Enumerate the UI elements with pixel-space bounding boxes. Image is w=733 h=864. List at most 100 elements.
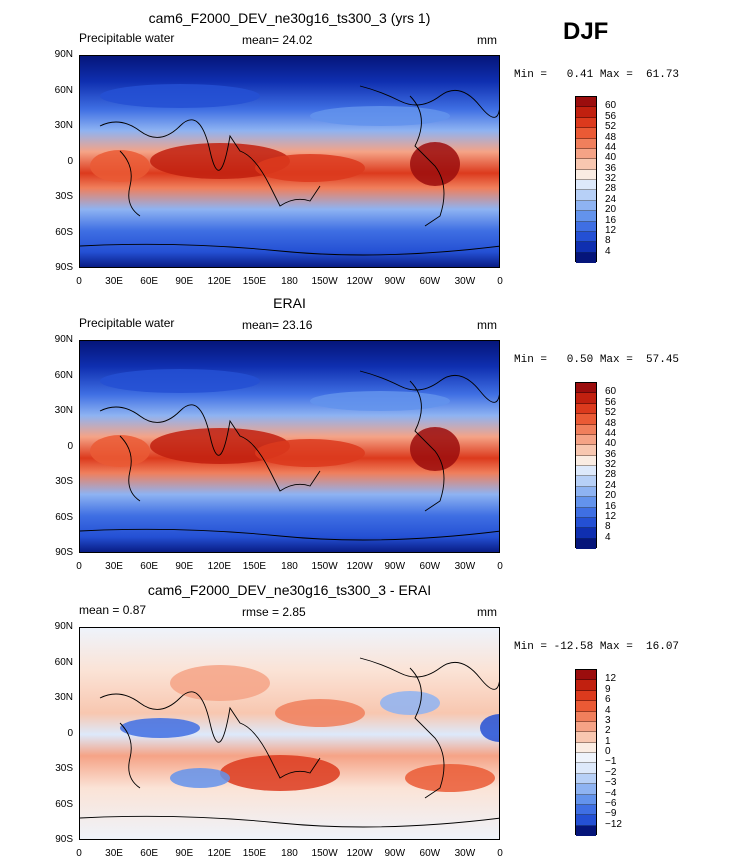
colorbar-segment — [576, 383, 596, 394]
lon-tick-label: 90E — [175, 276, 194, 287]
colorbar-segment — [576, 721, 596, 733]
colorbar-label: 9 — [605, 683, 611, 695]
coastline — [359, 85, 499, 118]
lon-tick-label: 150W — [311, 848, 338, 859]
colorbar-segment — [576, 732, 596, 743]
coastline — [80, 815, 499, 828]
colorbar-segment — [576, 670, 596, 681]
coastline — [119, 150, 141, 217]
lon-tick-label: 120W — [346, 561, 373, 572]
lon-tick-label: 0 — [76, 848, 82, 859]
season-label: DJF — [563, 18, 609, 45]
colorbar-segment — [576, 128, 596, 139]
lon-tick-label: 0 — [497, 276, 503, 287]
lon-tick-label: 0 — [76, 561, 82, 572]
coastline — [409, 95, 445, 227]
field-map — [80, 341, 499, 552]
coastline — [80, 528, 499, 541]
colorbar-label: 48 — [605, 131, 617, 143]
colorbar-label: 36 — [605, 448, 617, 460]
panel-minmax: Min = 0.41 Max = 61.73 — [514, 69, 680, 81]
colorbar-segment — [576, 804, 596, 816]
lat-tick-label: 90S — [55, 834, 73, 845]
colorbar-segment — [576, 211, 596, 222]
colorbar-label: 28 — [605, 183, 617, 195]
coastline — [119, 722, 141, 789]
lat-tick-label: 90N — [54, 49, 73, 60]
lon-tick-label: 30W — [454, 848, 476, 859]
colorbar — [575, 96, 597, 263]
colorbar-segment — [576, 507, 596, 518]
colorbar-segment — [576, 252, 596, 263]
colorbar-segment — [576, 414, 596, 425]
colorbar-label: 56 — [605, 110, 617, 122]
coastline — [119, 435, 141, 502]
colorbar-segment — [576, 190, 596, 201]
lat-tick-label: 90N — [54, 334, 73, 345]
lon-tick-label: 90W — [384, 561, 406, 572]
colorbar-segment — [576, 138, 596, 149]
coastline — [80, 243, 499, 256]
colorbar-label: 16 — [605, 500, 617, 512]
lat-tick-label: 90S — [55, 262, 73, 273]
colorbar-label: 8 — [605, 235, 611, 247]
lon-tick-label: 150E — [242, 276, 267, 287]
lon-tick-label: 30E — [105, 561, 123, 572]
lat-tick-label: 90N — [54, 621, 73, 632]
colorbar-segment — [576, 825, 596, 836]
lon-tick-label: 120E — [207, 561, 232, 572]
colorbar-segment — [576, 711, 596, 722]
colorbar-label: 40 — [605, 152, 617, 164]
lon-tick-label: 60E — [140, 276, 159, 287]
lon-tick-label: 120W — [346, 848, 373, 859]
colorbar-label: 4 — [605, 531, 611, 543]
lon-tick-label: 60E — [140, 848, 159, 859]
lon-tick-label: 120E — [207, 848, 232, 859]
colorbar-label: 60 — [605, 100, 617, 112]
colorbar-label: −6 — [605, 797, 617, 809]
lon-tick-label: 60E — [140, 561, 159, 572]
colorbar-label: 12 — [605, 224, 617, 236]
lat-tick-label: 0 — [67, 727, 73, 739]
colorbar-label: 4 — [605, 245, 611, 257]
lon-tick-label: 60W — [419, 848, 441, 859]
panel-left-label: mean = 0.87 — [79, 603, 147, 617]
colorbar-label: 2 — [605, 725, 611, 737]
lon-tick-label: 180 — [281, 276, 298, 287]
lat-tick-label: 30N — [54, 405, 73, 416]
lon-tick-label: 0 — [497, 848, 503, 859]
colorbar-segment — [576, 97, 596, 108]
colorbar-segment — [576, 517, 596, 529]
panel-minmax: Min = -12.58 Max = 16.07 — [514, 641, 680, 653]
lon-tick-label: 90E — [175, 848, 194, 859]
colorbar-label: −9 — [605, 808, 617, 820]
colorbar-label: −3 — [605, 777, 617, 789]
map-frame — [79, 55, 500, 268]
colorbar-segment — [576, 424, 596, 435]
lon-tick-label: 90E — [175, 561, 194, 572]
colorbar-label: 1 — [605, 735, 611, 747]
colorbar-segment — [576, 221, 596, 232]
lat-tick-label: 90S — [55, 547, 73, 558]
colorbar-segment — [576, 242, 596, 253]
colorbar-label: 44 — [605, 141, 617, 153]
colorbar-label: 36 — [605, 162, 617, 174]
lon-tick-label: 120W — [346, 276, 373, 287]
lon-tick-label: 90W — [384, 848, 406, 859]
colorbar-segment — [576, 794, 596, 805]
colorbar-label: −4 — [605, 787, 617, 799]
lat-tick-label: 30S — [55, 763, 73, 774]
colorbar-label: 20 — [605, 204, 617, 216]
colorbar-label: −1 — [605, 756, 617, 768]
colorbar-segment — [576, 159, 596, 170]
lat-tick-label: 30N — [54, 692, 73, 703]
colorbar — [575, 669, 597, 836]
colorbar-label: 20 — [605, 490, 617, 502]
map-frame — [79, 627, 500, 840]
colorbar-label: 12 — [605, 510, 617, 522]
lat-tick-label: 60S — [55, 226, 73, 238]
lon-tick-label: 150E — [242, 848, 267, 859]
colorbar-label: 6 — [605, 694, 611, 706]
colorbar-segment — [576, 680, 596, 691]
colorbar-segment — [576, 231, 596, 243]
